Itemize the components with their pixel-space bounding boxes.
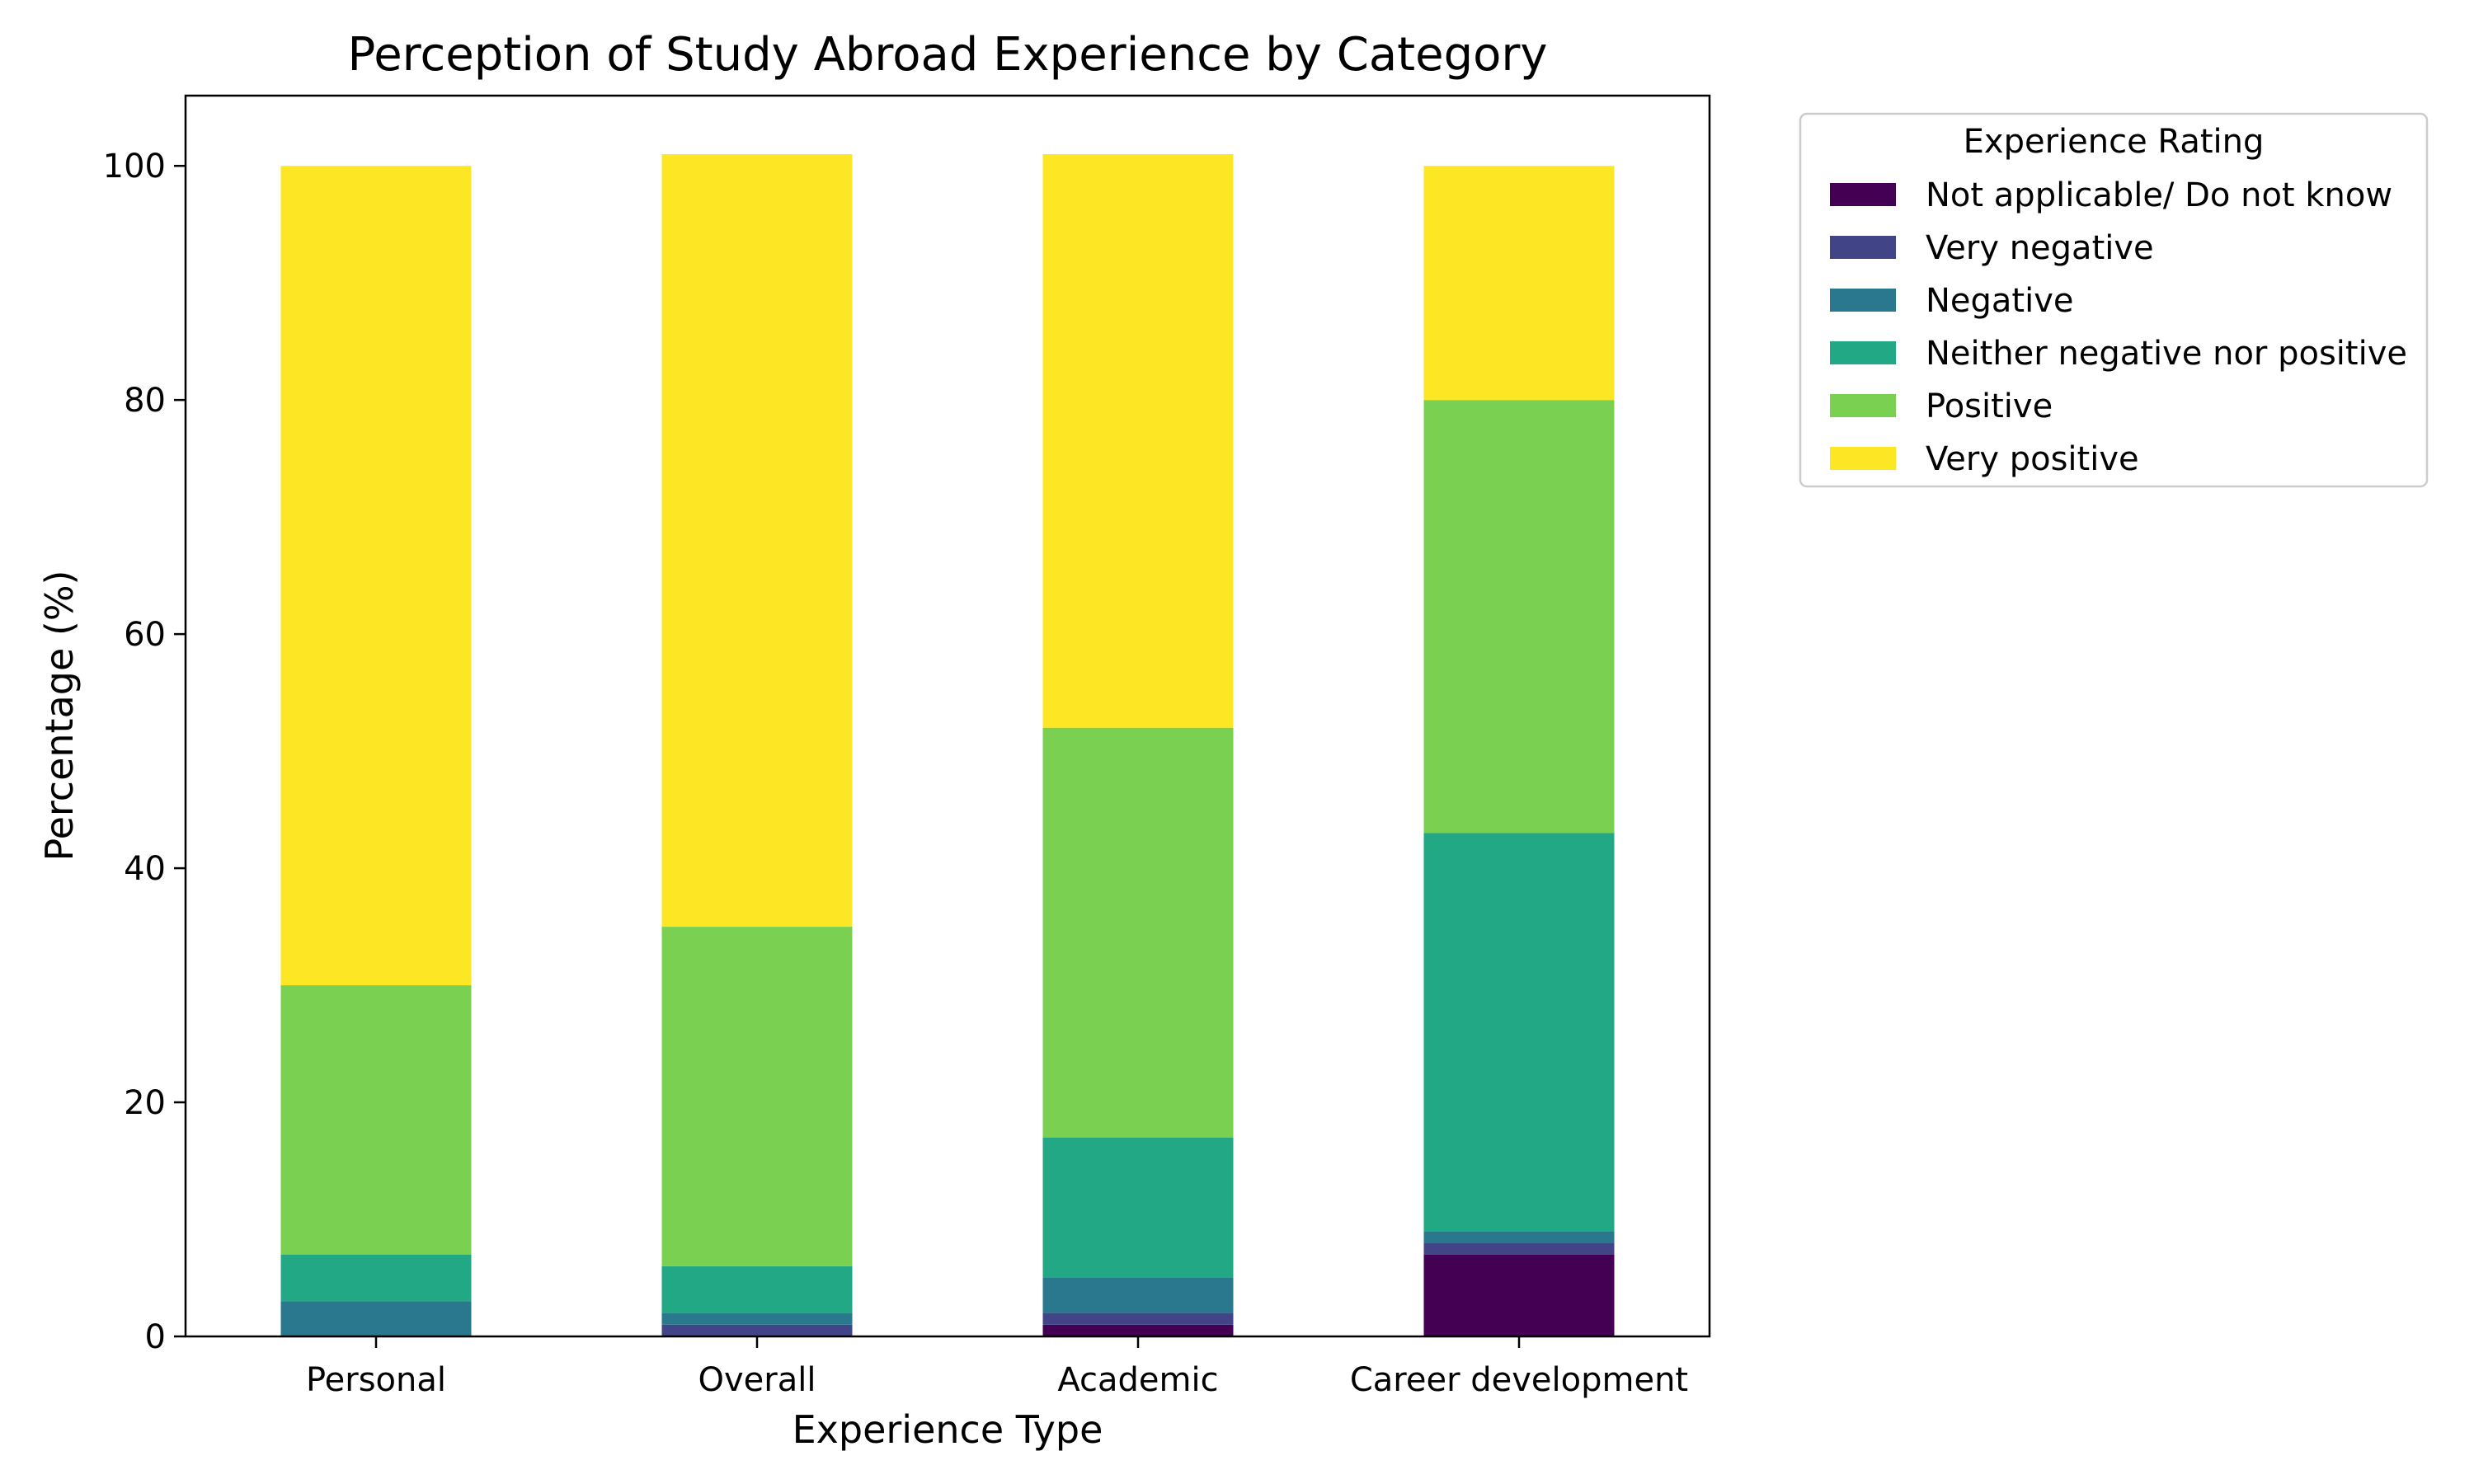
- y-tick-label: 100: [103, 148, 166, 186]
- bar-personal-very-positive: [280, 166, 472, 986]
- x-tick-label-overall: Overall: [698, 1361, 816, 1399]
- y-tick-label: 0: [145, 1318, 166, 1356]
- legend-label-neither-negative-nor-positive: Neither negative nor positive: [1926, 335, 2407, 373]
- legend-swatch-very-negative: [1830, 236, 1896, 259]
- bars-group: [280, 153, 1615, 1336]
- bar-career-development-very-negative: [1423, 1242, 1615, 1255]
- legend-swatch-not-applicable-do-not-know: [1830, 183, 1896, 206]
- x-tick-label-academic: Academic: [1057, 1361, 1218, 1399]
- bar-academic-not-applicable-do-not-know: [1042, 1324, 1234, 1336]
- legend-label-very-negative: Very negative: [1926, 229, 2154, 267]
- legend-label-very-positive: Very positive: [1926, 440, 2139, 478]
- bar-personal-neither-negative-nor-positive: [280, 1254, 472, 1302]
- legend-swatch-negative: [1830, 289, 1896, 312]
- y-tick-label: 20: [124, 1084, 166, 1122]
- bar-career-development-very-positive: [1423, 166, 1615, 401]
- bar-overall-neither-negative-nor-positive: [661, 1266, 853, 1313]
- legend-title: Experience Rating: [1964, 123, 2265, 161]
- y-tick-label: 80: [124, 382, 166, 420]
- bar-academic-positive: [1042, 727, 1234, 1138]
- legend-swatch-neither-negative-nor-positive: [1830, 341, 1896, 364]
- bar-career-development-neither-negative-nor-positive: [1423, 833, 1615, 1232]
- bar-personal-negative: [280, 1301, 472, 1336]
- x-tick-label-career-development: Career development: [1350, 1361, 1688, 1399]
- legend-label-not-applicable-do-not-know: Not applicable/ Do not know: [1926, 176, 2392, 214]
- bar-overall-negative: [661, 1313, 853, 1325]
- bar-academic-very-negative: [1042, 1313, 1234, 1325]
- bar-career-development-not-applicable-do-not-know: [1423, 1254, 1615, 1336]
- bar-overall-very-negative: [661, 1324, 853, 1336]
- bar-overall-very-positive: [661, 153, 853, 928]
- y-tick-label: 40: [124, 850, 166, 888]
- bar-academic-very-positive: [1042, 153, 1234, 728]
- x-axis-label: Experience Type: [793, 1407, 1103, 1452]
- bar-personal-positive: [280, 985, 472, 1255]
- bar-academic-neither-negative-nor-positive: [1042, 1137, 1234, 1279]
- plot-frame: [184, 94, 1711, 1338]
- bar-career-development-negative: [1423, 1231, 1615, 1243]
- y-axis: 0 20 40 60 80 100: [103, 148, 186, 1356]
- bar-career-development-positive: [1423, 400, 1615, 834]
- bar-overall-positive: [661, 927, 853, 1266]
- legend-swatch-positive: [1830, 394, 1896, 417]
- legend-swatch-very-positive: [1830, 447, 1896, 470]
- legend-frame: [1799, 112, 2429, 488]
- legend-label-positive: Positive: [1926, 387, 2053, 425]
- legend-label-negative: Negative: [1926, 282, 2074, 320]
- legend: Experience Rating Not applicable/ Do not…: [1799, 112, 2429, 488]
- legend-items: Not applicable/ Do not know Very negative…: [1830, 176, 2407, 478]
- x-tick-label-personal: Personal: [306, 1361, 446, 1399]
- y-tick-label: 60: [124, 616, 166, 654]
- bar-academic-negative: [1042, 1278, 1234, 1313]
- chart-title: Perception of Study Abroad Experience by…: [347, 28, 1547, 82]
- y-axis-label: Percentage (%): [37, 571, 82, 862]
- x-axis: Personal Overall Academic Career developmen…: [306, 1336, 1688, 1399]
